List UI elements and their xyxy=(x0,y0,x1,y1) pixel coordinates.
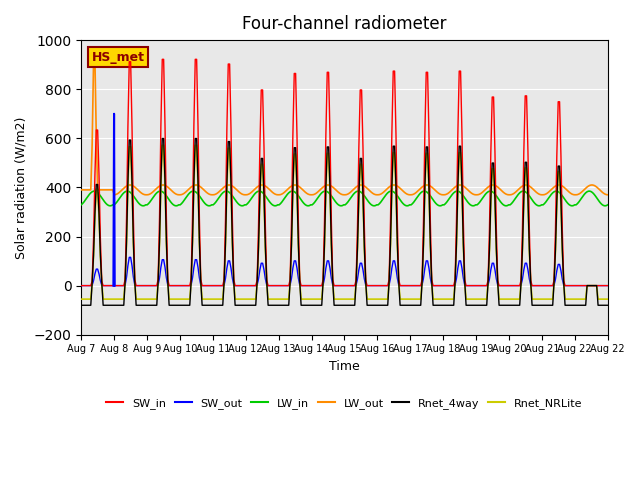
SW_out xyxy=(112,283,120,288)
Legend: SW_in, SW_out, LW_in, LW_out, Rnet_4way, Rnet_NRLite: SW_in, SW_out, LW_in, LW_out, Rnet_4way,… xyxy=(102,393,587,413)
LW_in xyxy=(602,203,610,208)
LW_in xyxy=(351,190,358,196)
LW_in xyxy=(115,197,122,203)
SW_in xyxy=(112,283,120,288)
Rnet_NRLite xyxy=(532,296,540,302)
Rnet_4way xyxy=(532,302,540,308)
Rnet_NRLite xyxy=(454,189,461,194)
SW_out xyxy=(349,283,357,288)
Line: SW_in: SW_in xyxy=(81,60,608,286)
SW_in xyxy=(454,131,461,137)
LW_in xyxy=(534,203,541,208)
LW_in xyxy=(106,203,114,209)
LW_out xyxy=(97,187,104,193)
Rnet_4way xyxy=(349,302,357,308)
LW_in xyxy=(604,202,612,208)
SW_in xyxy=(532,283,540,288)
Rnet_4way xyxy=(604,302,612,308)
SW_out xyxy=(604,283,612,288)
SW_in xyxy=(349,283,357,288)
SW_out xyxy=(454,265,461,271)
Rnet_4way xyxy=(77,302,85,308)
LW_out xyxy=(351,185,358,191)
SW_in xyxy=(95,173,103,179)
LW_out xyxy=(534,191,541,196)
LW_out xyxy=(110,192,118,198)
SW_out xyxy=(127,254,134,260)
LW_out xyxy=(91,56,99,62)
LW_out xyxy=(602,192,610,197)
LW_out xyxy=(456,182,463,188)
LW_out xyxy=(115,191,122,196)
Rnet_4way xyxy=(95,211,103,217)
Rnet_4way xyxy=(601,302,609,308)
LW_in xyxy=(97,193,104,199)
LW_out xyxy=(77,187,85,193)
Y-axis label: Solar radiation (W/m2): Solar radiation (W/m2) xyxy=(15,116,28,259)
Rnet_NRLite xyxy=(160,143,168,148)
LW_in xyxy=(91,188,99,194)
LW_in xyxy=(77,202,85,208)
Text: HS_met: HS_met xyxy=(92,51,145,64)
Rnet_NRLite xyxy=(349,296,357,302)
Rnet_NRLite xyxy=(77,296,85,302)
SW_out xyxy=(77,283,85,288)
Title: Four-channel radiometer: Four-channel radiometer xyxy=(242,15,447,33)
Rnet_NRLite xyxy=(601,296,609,302)
Line: Rnet_4way: Rnet_4way xyxy=(81,139,608,305)
Line: SW_out: SW_out xyxy=(81,257,608,286)
Rnet_4way xyxy=(160,136,168,142)
SW_in xyxy=(77,283,85,288)
SW_in xyxy=(601,283,609,288)
LW_in xyxy=(456,189,463,194)
Rnet_4way xyxy=(454,184,461,190)
LW_out xyxy=(604,192,612,198)
X-axis label: Time: Time xyxy=(329,360,360,373)
Rnet_NRLite xyxy=(604,296,612,302)
Line: LW_in: LW_in xyxy=(81,191,608,206)
Rnet_NRLite xyxy=(112,296,120,302)
Rnet_4way xyxy=(112,302,120,308)
SW_out xyxy=(601,283,609,288)
SW_in xyxy=(160,57,168,62)
Rnet_NRLite xyxy=(95,215,103,220)
Line: LW_out: LW_out xyxy=(81,59,608,195)
SW_out xyxy=(95,271,103,277)
Line: Rnet_NRLite: Rnet_NRLite xyxy=(81,145,608,299)
SW_in xyxy=(604,283,612,288)
SW_out xyxy=(532,283,540,288)
